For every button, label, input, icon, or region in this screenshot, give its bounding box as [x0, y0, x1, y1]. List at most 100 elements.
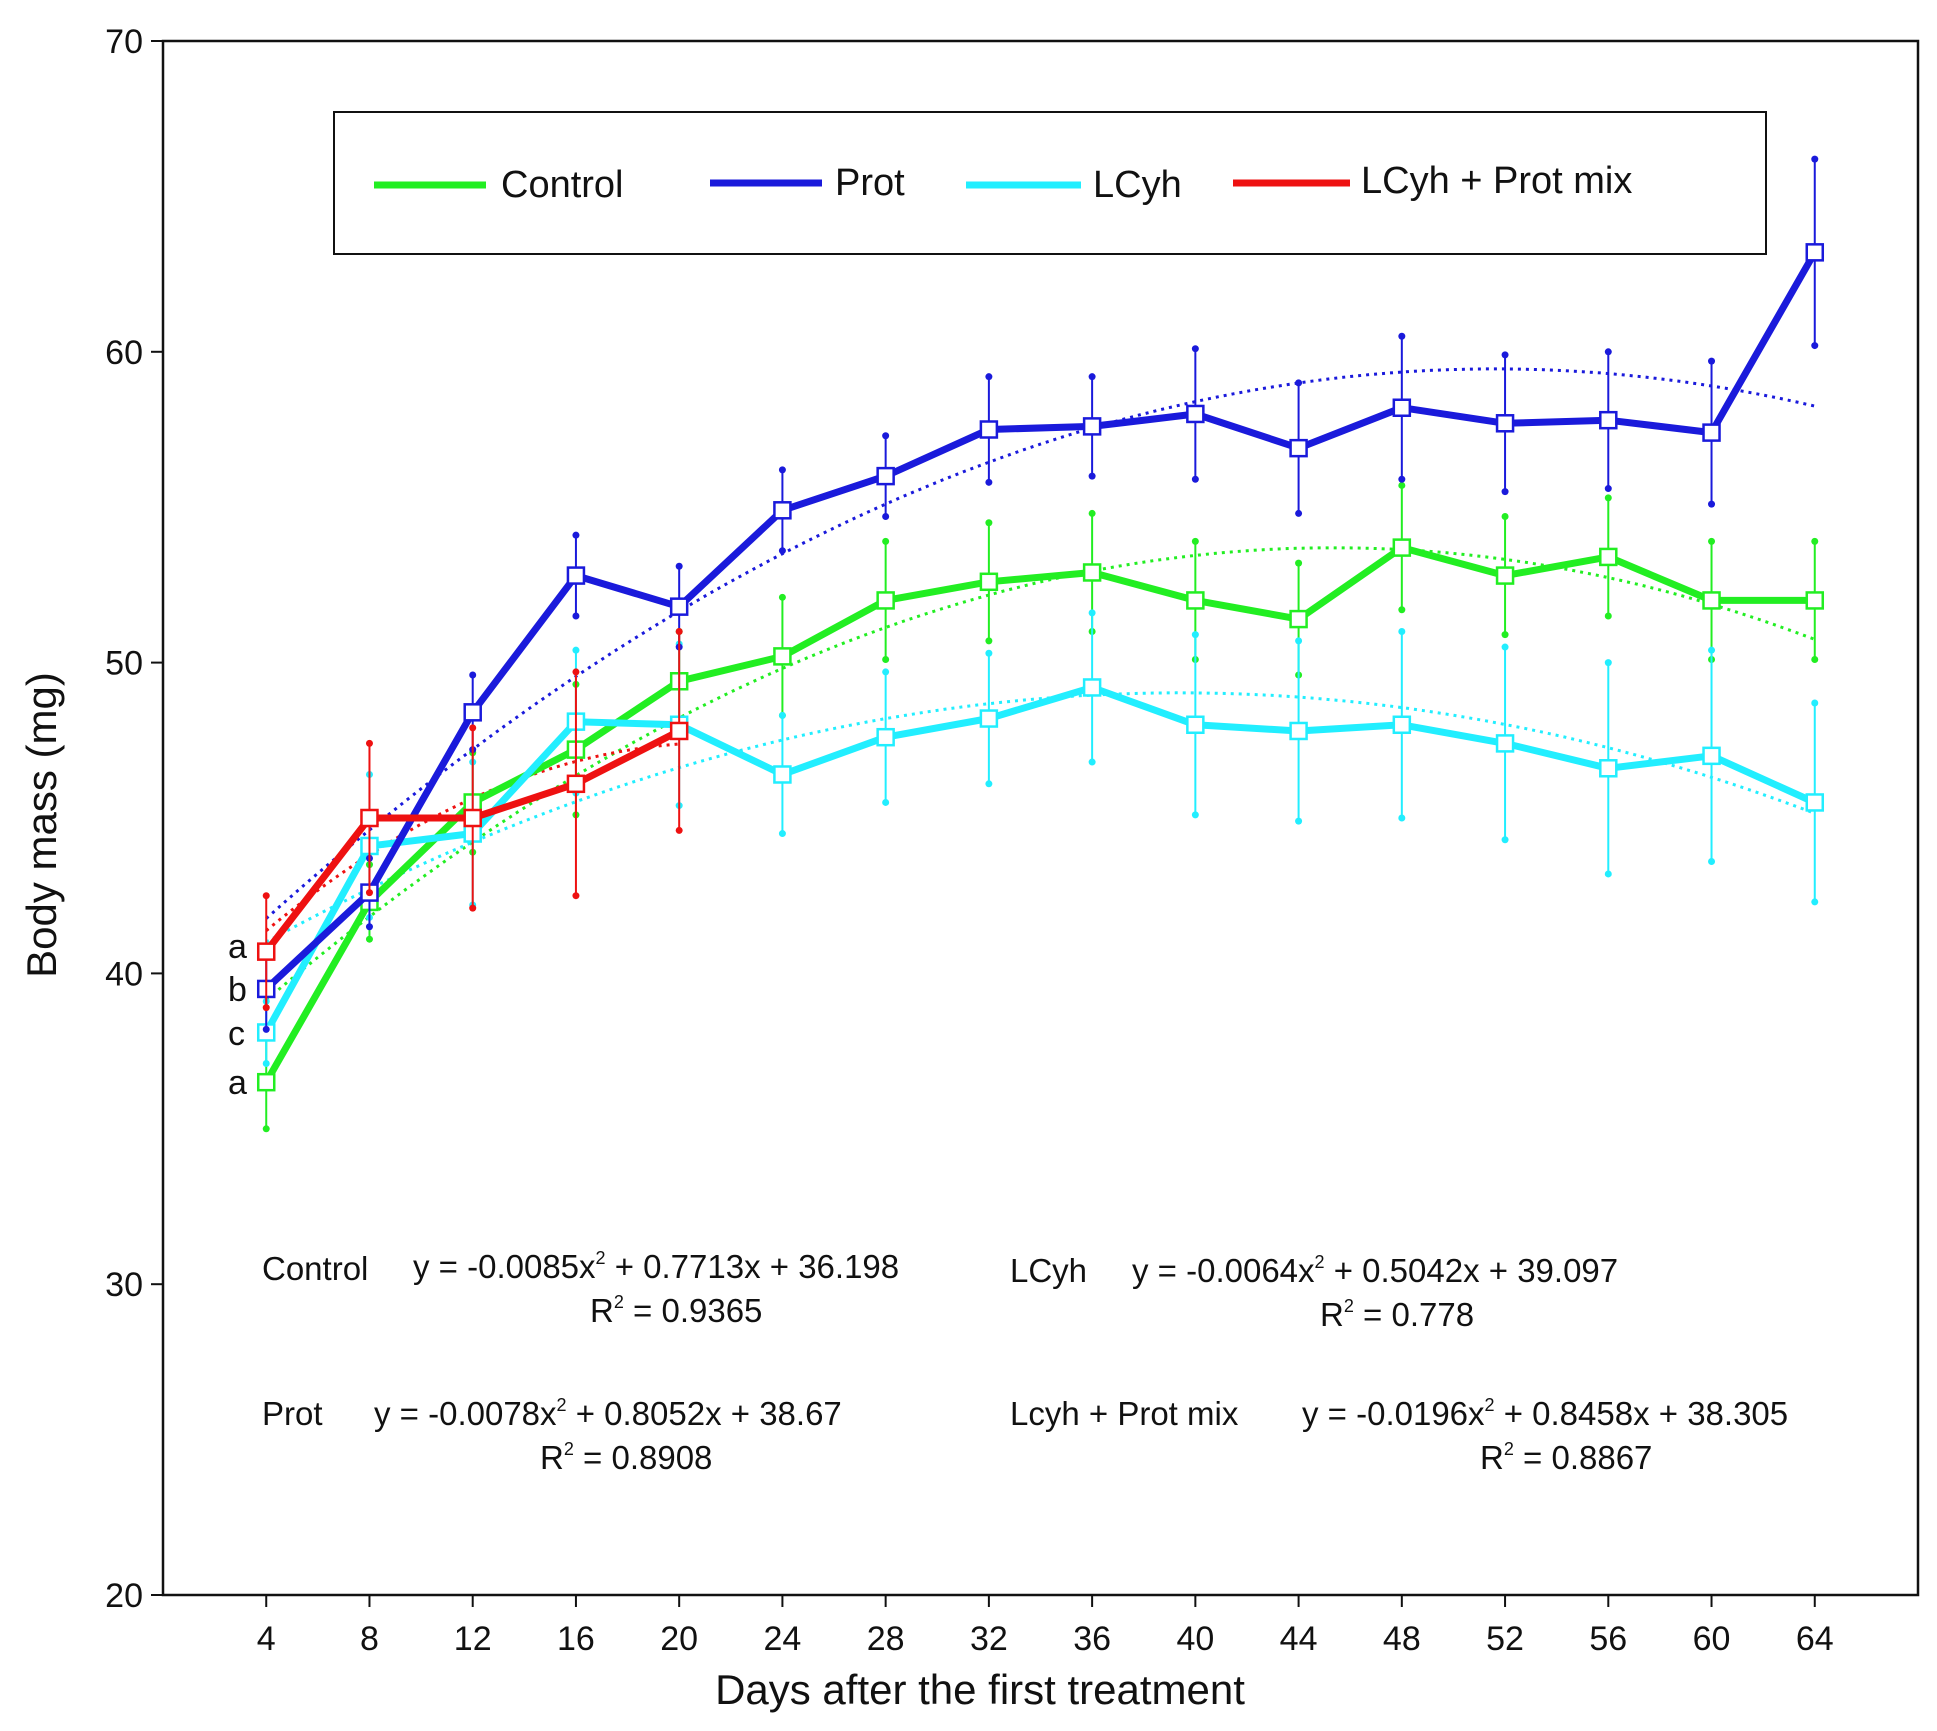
error-cap-bottom-1-36: [1088, 472, 1096, 480]
data-point-0-36: [1082, 563, 1102, 582]
series-1: [256, 155, 1825, 1033]
y-tick-label-60: 60: [105, 334, 143, 372]
trendline-1: [265, 367, 1816, 920]
x-tick-label-32: 32: [970, 1620, 1008, 1658]
series-2: [256, 609, 1825, 1068]
eq-label-mix: Lcyh + Prot mix: [1010, 1395, 1239, 1432]
error-cap-top-0-32: [985, 519, 993, 527]
data-point-0-4: [256, 1072, 276, 1092]
x-tick-label-52: 52: [1486, 1620, 1524, 1658]
data-point-2-48: [1392, 715, 1412, 735]
sig-letter-1: a: [228, 928, 247, 966]
error-cap-top-0-48: [1398, 481, 1406, 489]
error-cap-bottom-0-56: [1604, 612, 1612, 620]
data-point-1-32: [979, 420, 999, 439]
data-point-2-60: [1702, 746, 1721, 766]
error-cap-top-2-36: [1088, 609, 1096, 617]
y-tick-label-70: 70: [105, 23, 143, 61]
x-tick-label-8: 8: [360, 1620, 379, 1658]
x-tick-label-40: 40: [1176, 1620, 1214, 1658]
error-cap-bottom-2-44: [1295, 817, 1303, 825]
error-cap-top-1-48: [1398, 332, 1406, 340]
eq-label-lcyh: LCyh: [1010, 1252, 1087, 1289]
error-cap-top-2-24: [778, 711, 786, 719]
error-cap-bottom-2-40: [1191, 811, 1199, 819]
series-line-1: [263, 250, 1818, 992]
legend: Control Prot LCyh LCyh + Prot mix: [333, 111, 1767, 255]
eq-formula-control: y = -0.0085x2 + 0.7713x + 36.198: [413, 1248, 899, 1285]
error-cap-bottom-2-64: [1811, 898, 1819, 906]
data-point-0-52: [1495, 566, 1515, 585]
error-cap-top-1-16: [572, 531, 580, 539]
data-point-2-64: [1805, 793, 1825, 812]
error-cap-top-0-52: [1501, 513, 1509, 521]
error-cap-bottom-2-56: [1604, 870, 1612, 878]
error-cap-top-1-44: [1295, 379, 1303, 387]
error-cap-top-2-32: [985, 649, 993, 657]
data-point-1-16: [566, 566, 586, 585]
data-point-2-40: [1186, 715, 1205, 735]
x-tick-label-56: 56: [1589, 1620, 1627, 1658]
legend-label-control: Control: [501, 164, 624, 206]
x-tick-label-60: 60: [1693, 1620, 1731, 1658]
axis-ticks: 4 8 12 16 20 24 28 32 36 40 44 48 52 56 60 642030405060…: [105, 23, 1834, 1658]
error-cap-top-2-40: [1191, 631, 1199, 639]
error-cap-bottom-2-52: [1501, 836, 1509, 844]
error-cap-top-0-28: [882, 537, 890, 545]
data-point-2-32: [979, 709, 999, 728]
error-cap-bottom-3-4: [262, 1004, 270, 1012]
x-tick-label-44: 44: [1280, 1620, 1318, 1658]
error-cap-bottom-1-48: [1398, 475, 1406, 483]
error-cap-bottom-3-8: [365, 889, 373, 897]
data-point-2-44: [1289, 721, 1308, 741]
x-tick-label-16: 16: [557, 1620, 595, 1658]
error-cap-top-2-60: [1708, 646, 1716, 654]
legend-label-mix: LCyh + Prot mix: [1361, 160, 1632, 202]
error-cap-bottom-1-56: [1604, 485, 1612, 493]
error-cap-top-2-44: [1295, 637, 1303, 645]
error-cap-bottom-0-4: [262, 1125, 270, 1133]
trendline-0: [265, 546, 1816, 1002]
data-point-1-56: [1599, 410, 1618, 430]
regression-equations: Control y = -0.0085x2 + 0.7713x + 36.198…: [262, 1248, 1788, 1476]
error-cap-bottom-1-52: [1501, 488, 1509, 496]
x-tick-label-48: 48: [1383, 1620, 1421, 1658]
error-cap-bottom-2-48: [1398, 814, 1406, 822]
x-tick-label-24: 24: [763, 1620, 801, 1658]
error-cap-bottom-0-64: [1811, 655, 1819, 663]
error-cap-top-1-52: [1501, 351, 1509, 359]
error-cap-bottom-2-36: [1088, 758, 1096, 766]
error-cap-top-0-24: [778, 593, 786, 601]
data-point-0-60: [1702, 591, 1721, 610]
data-point-1-24: [773, 501, 792, 520]
error-cap-bottom-2-32: [985, 780, 993, 788]
legend-label-lcyh: LCyh: [1093, 164, 1182, 206]
data-point-1-60: [1702, 423, 1721, 442]
eq-r2-prot: R2 = 0.8908: [540, 1439, 712, 1476]
data-point-1-36: [1082, 417, 1102, 436]
error-cap-top-3-8: [365, 739, 373, 747]
data-point-3-12: [463, 808, 482, 828]
error-cap-top-3-20: [675, 628, 683, 636]
error-cap-top-0-64: [1811, 537, 1819, 545]
x-tick-label-20: 20: [660, 1620, 698, 1658]
error-cap-bottom-3-12: [469, 904, 477, 912]
error-cap-top-0-56: [1604, 494, 1612, 502]
error-cap-bottom-1-64: [1811, 342, 1819, 350]
plot-area: [256, 155, 1825, 1133]
error-cap-top-1-64: [1811, 155, 1819, 163]
error-cap-top-1-24: [778, 466, 786, 474]
error-cap-bottom-0-28: [882, 655, 890, 663]
y-axis-title: Body mass (mg): [18, 672, 65, 978]
error-cap-bottom-0-8: [365, 935, 373, 943]
data-point-0-40: [1186, 591, 1205, 610]
error-cap-top-2-56: [1604, 659, 1612, 667]
plot-frame: [161, 39, 1920, 1597]
x-tick-label-36: 36: [1073, 1620, 1111, 1658]
trendline-2: [265, 691, 1816, 944]
eq-formula-mix: y = -0.0196x2 + 0.8458x + 38.305: [1302, 1395, 1788, 1432]
error-cap-top-1-60: [1708, 357, 1716, 365]
data-point-0-64: [1805, 591, 1825, 610]
error-cap-bottom-1-16: [572, 612, 580, 620]
eq-formula-lcyh: y = -0.0064x2 + 0.5042x + 39.097: [1132, 1252, 1618, 1289]
